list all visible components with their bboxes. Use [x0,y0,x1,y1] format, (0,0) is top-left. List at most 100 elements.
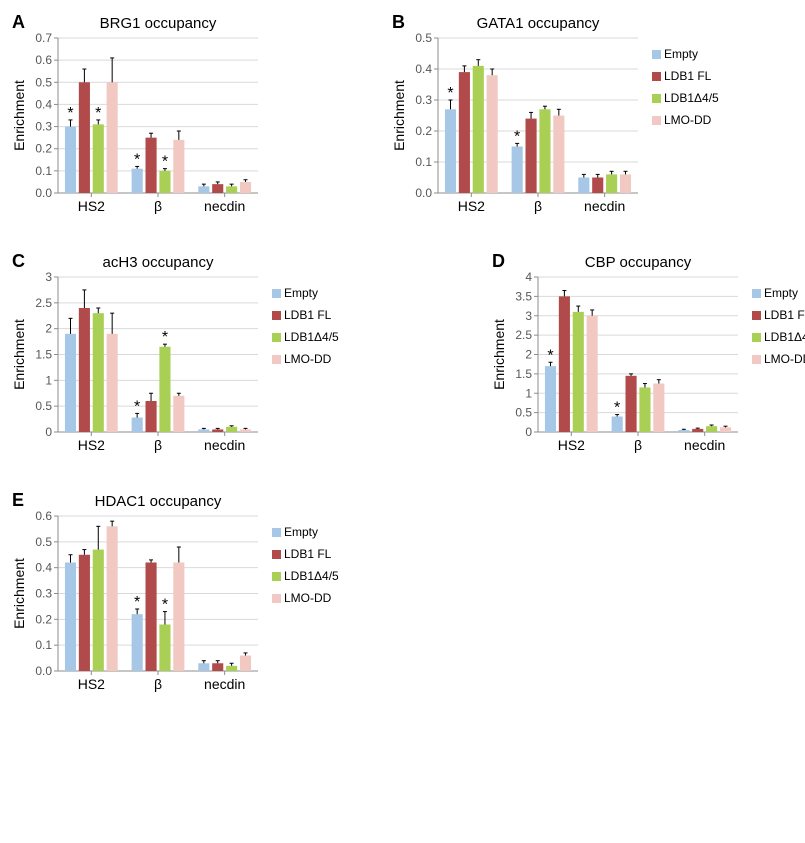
legend-swatch [272,289,281,298]
legend-label: LDB1Δ4/5 [284,569,339,583]
bar [93,124,104,193]
bar [720,427,731,432]
panel-title: GATA1 occupancy [477,15,600,32]
x-category-label: HS2 [558,437,585,453]
bar [226,666,237,671]
y-tick-label: 0.5 [415,31,432,45]
panel-row: ABRG1 occupancy0.00.10.20.30.40.50.60.7E… [10,10,795,244]
bar [93,550,104,671]
bar [626,376,637,432]
bar [653,384,664,432]
significance-star: * [67,105,73,122]
bar [573,312,584,432]
legend-swatch [272,572,281,581]
y-tick-label: 0.6 [35,53,52,67]
legend-swatch [652,50,661,59]
significance-star: * [614,400,620,417]
y-tick-label: 0.1 [35,164,52,178]
x-category-label: β [534,198,542,214]
bar [487,75,498,193]
x-category-label: β [154,437,162,453]
x-category-label: necdin [204,676,245,692]
legend-swatch [752,355,761,364]
bar [678,430,689,432]
legend-label: Empty [664,47,698,61]
bar [146,138,157,193]
panel-letter: C [12,251,25,271]
bar [226,427,237,432]
significance-star: * [95,105,101,122]
legend-swatch [752,311,761,320]
x-category-label: necdin [584,198,625,214]
y-tick-label: 0.4 [35,97,52,111]
y-tick-label: 0.1 [35,638,52,652]
y-tick-label: 2 [525,348,532,362]
y-axis-label: Enrichment [11,558,27,629]
bar [93,313,104,432]
chart-panel: DCBP occupancy00.511.522.533.54Enrichmen… [490,249,805,469]
legend-label: LMO-DD [764,352,805,366]
x-category-label: HS2 [78,676,105,692]
bar [173,140,184,193]
bar [107,526,118,671]
bar [559,296,570,432]
panel-title: CBP occupancy [585,254,692,271]
bar [198,186,209,193]
x-category-label: β [154,676,162,692]
bar [512,147,523,194]
legend-swatch [652,94,661,103]
y-tick-label: 0.6 [35,509,52,523]
significance-star: * [447,85,453,102]
significance-star: * [162,329,168,346]
bar [639,387,650,432]
panel-row: CacH3 occupancy00.511.522.53EnrichmentHS… [10,249,795,483]
bar [79,82,90,193]
y-tick-label: 0.4 [35,561,52,575]
x-category-label: HS2 [458,198,485,214]
panel-title: BRG1 occupancy [100,15,217,32]
figure-root: ABRG1 occupancy0.00.10.20.30.40.50.60.7E… [10,10,795,722]
bar [65,334,76,432]
significance-star: * [134,594,140,611]
legend-label: Empty [284,525,318,539]
bar [159,171,170,193]
bar [212,429,223,432]
bar [212,184,223,193]
bar [132,614,143,671]
y-tick-label: 0.2 [35,142,52,156]
legend-label: LMO-DD [284,352,332,366]
y-axis-label: Enrichment [391,80,407,151]
bar [459,72,470,193]
bar [226,186,237,193]
bar [159,625,170,672]
y-tick-label: 1.5 [35,348,52,362]
y-tick-label: 0 [525,425,532,439]
bar [65,127,76,193]
panel-title: HDAC1 occupancy [95,493,222,510]
significance-star: * [547,347,553,364]
legend-label: LDB1 FL [664,69,712,83]
bar [692,429,703,432]
chart-panel: BGATA1 occupancy0.00.10.20.30.40.5Enrich… [390,10,760,230]
significance-star: * [162,154,168,171]
bar [592,178,603,194]
bar [545,366,556,432]
panel-title: acH3 occupancy [103,254,214,271]
panel-letter: D [492,251,505,271]
y-tick-label: 0.0 [35,186,52,200]
y-tick-label: 3.5 [515,289,532,303]
significance-star: * [134,151,140,168]
significance-star: * [514,128,520,145]
panel-letter: A [12,12,25,32]
y-tick-label: 1 [525,386,532,400]
y-tick-label: 0.1 [415,155,432,169]
legend-swatch [272,333,281,342]
x-category-label: HS2 [78,198,105,214]
bar [240,656,251,672]
y-tick-label: 0.5 [35,535,52,549]
bar [79,555,90,671]
bar [198,663,209,671]
y-tick-label: 2 [45,322,52,336]
y-tick-label: 4 [525,270,532,284]
bar [159,347,170,432]
